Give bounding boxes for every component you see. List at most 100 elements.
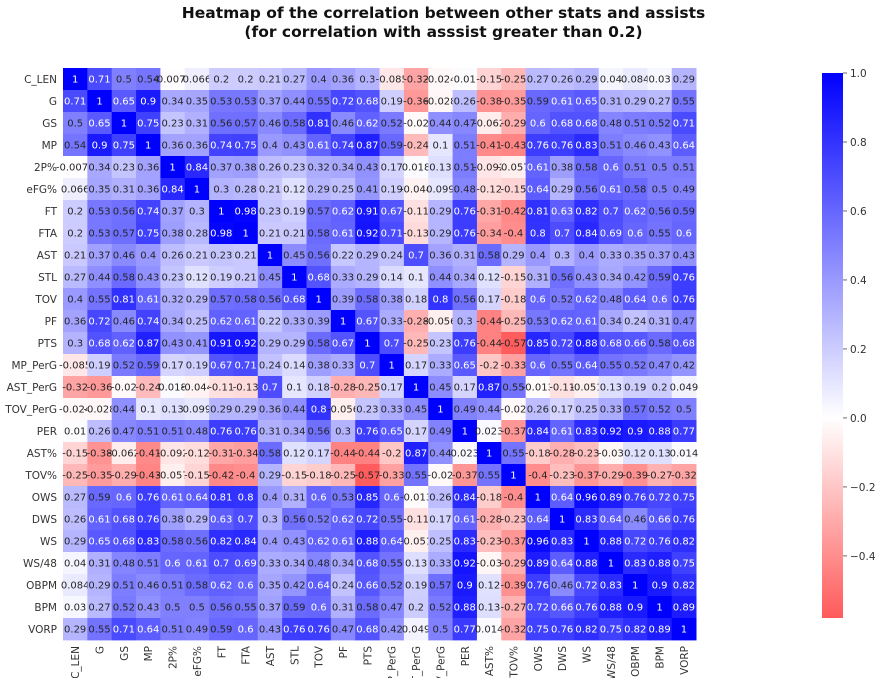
cell-value-label: 0.59 [527,97,549,108]
cell-value-label: -0.28 [403,317,429,328]
cell-value-label: 0.76 [551,625,573,636]
heatmap-cell [87,90,113,113]
cell-value-label: 0.47 [454,119,476,130]
heatmap-cell [87,552,113,575]
heatmap-cell [476,486,502,509]
heatmap-cell [111,134,137,157]
cell-value-label: 0.43 [575,273,597,284]
cell-value-label: 0.26 [161,251,183,262]
cell-value-label: 0.6 [627,229,643,240]
heatmap-cell [379,618,405,641]
cell-value-label: 0.9 [627,603,643,614]
heatmap-cell [87,200,113,223]
heatmap-cell [403,156,429,179]
heatmap-cell [63,200,88,223]
heatmap-cell [550,90,575,113]
y-tick-label: PF [45,316,57,328]
cell-value-label: 0.4 [140,251,156,262]
heatmap-cell [501,530,527,553]
cell-value-label: 0.76 [454,339,476,350]
heatmap-cell [452,156,478,179]
cell-value-label: 0.67 [210,361,232,372]
heatmap-cell [209,222,234,245]
heatmap-cell [87,398,113,421]
cell-value-label: 0.76 [454,207,476,218]
heatmap-cell [452,398,478,421]
heatmap-cell [428,68,453,91]
heatmap-cell [452,266,478,289]
cell-value-label: 0.88 [600,603,622,614]
heatmap-cell [574,464,600,487]
cell-value-label: 0.56 [308,427,330,438]
heatmap-cell [476,90,502,113]
cell-value-label: 0.58 [308,229,330,240]
cell-value-label: 0.29 [186,295,208,306]
cell-value-label: 0.26 [527,405,549,416]
heatmap-cell [136,112,161,135]
cell-value-label: 0.45 [429,383,451,394]
heatmap-cell [136,178,161,201]
cell-value-label: -0.37 [501,427,527,438]
cell-value-label: 0.36 [259,405,281,416]
heatmap-cell [209,574,234,597]
cell-value-label: 0.39 [332,295,354,306]
cell-value-label: -0.062 [473,119,505,130]
heatmap-cell [233,530,259,553]
cell-value-label: -0.39 [622,471,648,482]
cell-value-label: 0.84 [454,493,476,504]
heatmap-cell [209,618,234,641]
cell-value-label: 0.87 [137,339,159,350]
cell-value-label: 1 [583,537,589,548]
cell-value-label: -0.42 [501,207,527,218]
heatmap-cell [598,90,624,113]
cell-value-label: 0.17 [381,163,403,174]
heatmap-cell [63,156,88,179]
heatmap-cell [476,288,502,311]
cell-value-label: 0.71 [381,229,403,240]
heatmap-cell [209,442,234,465]
heatmap-cell [282,618,307,641]
heatmap-cell [574,266,600,289]
cell-value-label: 0.51 [161,427,183,438]
heatmap-cell [403,442,429,465]
heatmap-cell [355,552,380,575]
heatmap-cell [403,68,429,91]
cell-value-label: 0.83 [624,559,646,570]
heatmap-cell [476,68,502,91]
heatmap-cell [379,398,405,421]
heatmap-cell [501,464,527,487]
cell-value-label: 0.03 [648,75,670,86]
heatmap-cell [257,222,283,245]
heatmap-cell [647,244,673,267]
heatmap-cell [476,354,502,377]
heatmap-cell [160,486,186,509]
cell-value-label: 0.41 [186,339,208,350]
cell-value-label: 0.83 [454,537,476,548]
cell-value-label: 0.29 [356,273,378,284]
heatmap-cell [598,530,624,553]
heatmap-cell [428,354,453,377]
cell-value-label: 0.88 [454,603,476,614]
x-tick-label: PTS [362,646,374,666]
cell-value-label: -0.18 [501,295,527,306]
cell-value-label: 0.72 [648,493,670,504]
heatmap-cell [136,508,161,531]
heatmap-cell [111,376,137,399]
heatmap-cell [355,156,380,179]
heatmap-cell [160,244,186,267]
cell-value-label: -0.44 [476,339,502,350]
cell-value-label: 0.82 [575,207,597,218]
cell-value-label: 0.55 [478,471,500,482]
cell-value-label: 0.47 [673,317,695,328]
y-tick-label: eFG% [26,184,57,196]
cell-value-label: 0.67 [381,207,403,218]
cell-value-label: 0.36 [161,141,183,152]
heatmap-cell [379,288,405,311]
heatmap-cell [257,552,283,575]
heatmap-cell [379,376,405,399]
heatmap-cell [136,68,161,91]
y-tick-label: TOV% [24,470,57,482]
x-tick-label: TOV% [508,646,520,678]
heatmap-cell [136,376,161,399]
cell-value-label: 0.48 [454,185,476,196]
